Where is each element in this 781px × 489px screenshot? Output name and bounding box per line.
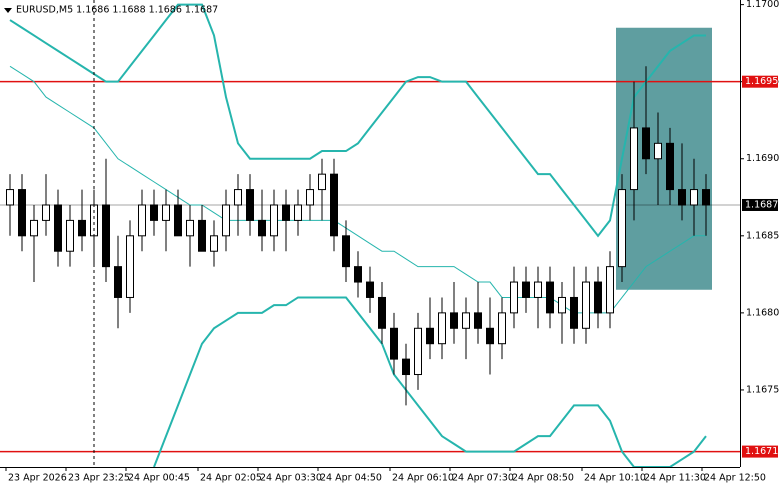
candle-body	[678, 189, 686, 206]
band-lower	[153, 296, 707, 467]
candle-body	[558, 296, 566, 314]
candle-body	[654, 142, 662, 160]
band-upper	[9, 3, 706, 238]
candle-body	[582, 281, 590, 329]
candle-body	[234, 189, 242, 206]
candle-body	[342, 235, 350, 268]
candle-body	[570, 296, 578, 329]
candle-body	[174, 204, 182, 237]
candle-body	[162, 204, 170, 221]
x-tick-label: 24 Apr 07:30	[452, 473, 514, 484]
candle-body	[366, 281, 374, 298]
candle-body	[666, 142, 674, 191]
x-tick-label: 24 Apr 06:10	[392, 473, 454, 484]
y-tick-label: 1.1700	[746, 0, 779, 10]
level-label: 1.1671	[745, 446, 778, 457]
x-tick-label: 24 Apr 03:30	[260, 473, 322, 484]
candle-body	[138, 204, 146, 237]
candle-body	[462, 312, 470, 329]
x-tick-label: 24 Apr 00:45	[128, 473, 190, 484]
level-label: 1.1695	[745, 76, 778, 87]
candle-body	[630, 127, 638, 191]
candle-body	[486, 327, 494, 345]
x-tick-label: 24 Apr 08:50	[512, 473, 574, 484]
candle-body	[6, 189, 14, 206]
x-tick-label: 24 Apr 04:50	[320, 473, 382, 484]
candle-body	[198, 219, 206, 252]
candle-body	[510, 281, 518, 314]
candle-body	[18, 189, 26, 237]
plot-area	[0, 3, 740, 467]
candle-body	[402, 358, 410, 376]
candle-body	[78, 219, 86, 237]
menu-arrow[interactable]	[4, 8, 12, 13]
level-label-box	[742, 198, 778, 211]
candle-body	[606, 266, 614, 314]
candle-body	[282, 204, 290, 221]
x-tick-label: 23 Apr 2026	[8, 473, 67, 484]
candle-body	[390, 327, 398, 360]
candle-body	[378, 296, 386, 329]
candle-body	[690, 189, 698, 206]
y-tick-label: 1.1685	[746, 230, 779, 241]
candle-body	[474, 312, 482, 329]
level-label-box	[742, 75, 778, 88]
candle-body	[258, 219, 266, 237]
candle-body	[522, 281, 530, 298]
level-label-box	[742, 445, 778, 458]
x-tick-label: 24 Apr 12:50	[704, 473, 766, 484]
candle-body	[426, 327, 434, 345]
candle-body	[294, 204, 302, 221]
candle-body	[114, 266, 122, 298]
candle-body	[618, 189, 626, 268]
candle-body	[414, 327, 422, 376]
candle-body	[66, 219, 74, 252]
candle-body	[498, 312, 506, 345]
candle-body	[246, 189, 254, 221]
x-tick-label: 24 Apr 10:10	[584, 473, 646, 484]
candle-body	[450, 312, 458, 329]
candle-body	[330, 173, 338, 237]
candle-body	[306, 189, 314, 206]
y-tick-label: 1.1690	[746, 153, 779, 164]
candle-body	[534, 281, 542, 298]
candle-body	[186, 219, 194, 237]
candle-body	[642, 127, 650, 160]
candle-body	[102, 204, 110, 268]
candle-body	[54, 204, 62, 252]
candle-body	[594, 281, 602, 314]
candle-body	[150, 204, 158, 221]
x-tick-label: 24 Apr 11:30	[644, 473, 706, 484]
candle-body	[126, 235, 134, 298]
candle-body	[30, 219, 38, 237]
y-tick-label: 1.1675	[746, 384, 779, 395]
candle-body	[546, 281, 554, 314]
candle-body	[90, 204, 98, 237]
candle-body	[42, 204, 50, 221]
level-label: 1.1687	[745, 199, 778, 210]
x-tick-label: 24 Apr 02:05	[200, 473, 262, 484]
candle-body	[318, 173, 326, 191]
candle-body	[702, 189, 710, 206]
x-tick-label: 23 Apr 23:25	[68, 473, 130, 484]
candle-body	[210, 235, 218, 252]
candle-body	[222, 204, 230, 237]
y-tick-label: 1.1680	[746, 307, 779, 318]
candle-body	[354, 266, 362, 283]
candle-body	[270, 204, 278, 237]
candle-body	[438, 312, 446, 345]
chart-title: EURUSD,M5 1.1686 1.1688 1.1686 1.1687	[16, 5, 218, 16]
